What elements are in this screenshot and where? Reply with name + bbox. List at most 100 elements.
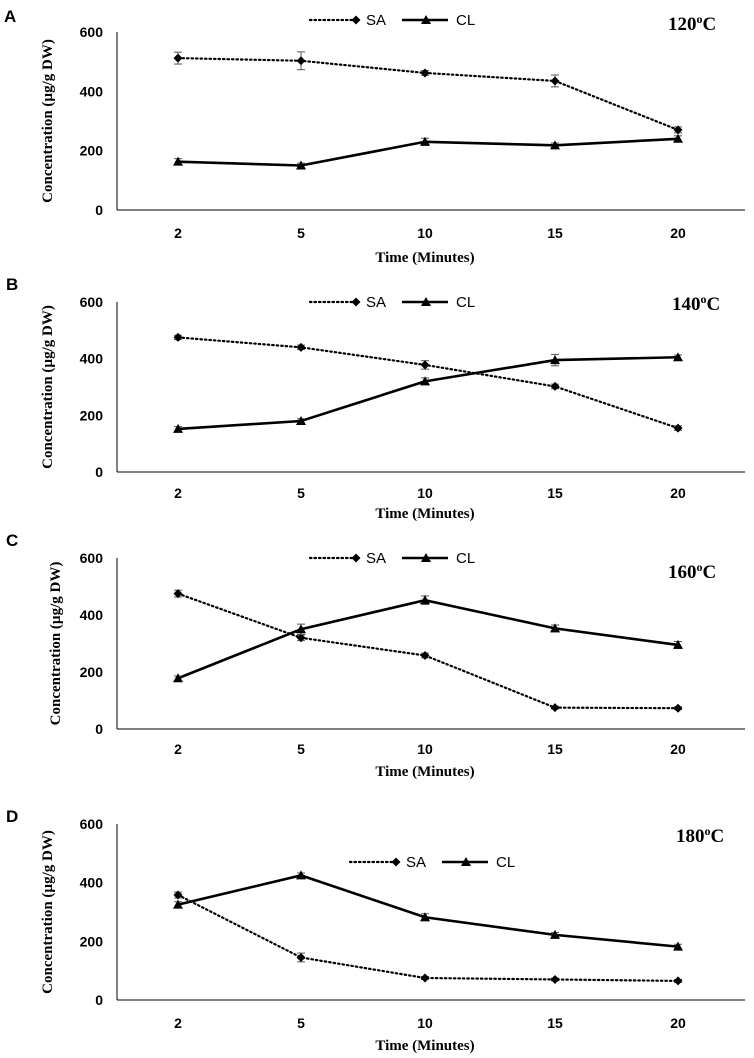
data-point-cl (550, 623, 560, 633)
series-line-sa (176, 592, 680, 710)
x-tick-label: 5 (297, 485, 305, 501)
data-point-cl (296, 870, 306, 880)
x-tick-label: 5 (297, 1015, 305, 1031)
series-cl (173, 595, 683, 683)
y-tick-label: 200 (80, 664, 104, 680)
data-point-sa (420, 650, 430, 660)
data-point-sa (550, 381, 560, 391)
data-point-cl (550, 355, 560, 365)
x-tick-label: 5 (297, 225, 305, 241)
temperature-degree: o (697, 12, 703, 26)
x-tick-label: 2 (174, 485, 182, 501)
y-tick-label: 200 (80, 143, 104, 159)
temperature-value: 120 (668, 14, 697, 35)
data-point-sa (673, 423, 683, 433)
data-point-cl (296, 416, 306, 425)
legend-marker-cl (421, 297, 431, 306)
data-point-cl (420, 136, 430, 146)
x-tick-label: 20 (670, 225, 686, 241)
series-line-cl (177, 598, 679, 680)
series-cl (173, 870, 683, 951)
data-point-sa (673, 976, 683, 986)
series-sa (173, 589, 683, 713)
data-point-cl (673, 352, 683, 362)
series-sa (173, 51, 683, 135)
data-point-cl (173, 156, 183, 166)
y-tick-label: 0 (95, 202, 103, 218)
x-tick-label: 2 (174, 741, 182, 757)
data-point-sa (673, 703, 683, 713)
x-axis-title: Time (Minutes) (375, 764, 474, 780)
x-tick-label: 2 (174, 1015, 182, 1031)
data-point-cl (173, 899, 183, 909)
legend-marker-sa (351, 553, 361, 563)
y-tick-label: 400 (80, 875, 104, 891)
x-tick-label: 15 (547, 1015, 563, 1031)
y-axis-title: Concentration (µg/g DW) (40, 305, 56, 469)
temperature-value: 140 (672, 294, 701, 315)
y-tick-label: 200 (80, 407, 104, 423)
data-point-sa (550, 974, 560, 984)
data-point-sa (420, 68, 430, 78)
data-point-cl (673, 133, 683, 143)
legend-label-cl: CL (456, 550, 475, 567)
x-axis-title: Time (Minutes) (375, 1038, 474, 1054)
legend: SA CL (308, 294, 475, 311)
data-point-cl (420, 595, 430, 605)
legend-marker-cl (421, 15, 431, 24)
legend: SA CL (308, 12, 475, 29)
legend-label-sa: SA (366, 550, 386, 567)
data-point-sa (173, 589, 183, 599)
series-cl (173, 352, 683, 433)
legend-label-cl: CL (496, 854, 515, 871)
temperature-value: 180 (676, 826, 705, 847)
data-point-sa (673, 125, 683, 135)
y-tick-label: 400 (80, 351, 104, 367)
data-point-cl (420, 376, 430, 386)
x-tick-label: 10 (417, 1015, 433, 1031)
y-tick-label: 600 (80, 816, 104, 832)
legend-marker-sa (351, 297, 361, 307)
data-point-sa (296, 56, 306, 66)
data-point-cl (550, 929, 560, 939)
chart-panel-b: B 140oC 0 200 400 600 2 5 10 15 20 Time (Minutes) Co… (6, 275, 745, 522)
y-tick-label: 600 (80, 550, 104, 566)
x-tick-label: 15 (547, 225, 563, 241)
legend-label-sa: SA (406, 854, 426, 871)
data-point-sa (173, 53, 183, 63)
x-tick-label: 20 (670, 1015, 686, 1031)
legend-label-sa: SA (366, 294, 386, 311)
data-point-sa (420, 973, 430, 983)
series-sa (173, 890, 683, 986)
temperature-degree: o (701, 292, 707, 306)
legend: SA CL (308, 550, 475, 567)
data-point-sa (550, 703, 560, 713)
panel-label: C (6, 531, 18, 550)
data-point-cl (420, 912, 430, 922)
data-point-sa (173, 890, 183, 900)
series-sa (173, 332, 683, 433)
data-point-sa (420, 360, 430, 370)
series-line-sa (176, 57, 680, 131)
data-point-cl (550, 140, 560, 150)
data-point-cl (673, 941, 683, 951)
temperature-degree: o (705, 824, 711, 838)
series-cl (173, 133, 683, 170)
y-tick-label: 600 (80, 24, 104, 40)
x-tick-label: 5 (297, 741, 305, 757)
chart-panel-a: A 120oC 0 200 400 600 2 5 10 15 20 Time (Minutes) Co… (4, 7, 745, 266)
legend-label-cl: CL (456, 12, 475, 29)
x-axis-title: Time (Minutes) (375, 250, 474, 266)
y-tick-label: 200 (80, 933, 104, 949)
x-tick-label: 20 (670, 485, 686, 501)
y-axis-title: Concentration (µg/g DW) (40, 830, 56, 994)
legend-marker-cl (421, 553, 431, 562)
data-point-sa (296, 952, 306, 962)
y-axis-title: Concentration (µg/g DW) (48, 562, 64, 726)
data-point-cl (173, 423, 183, 433)
temperature-unit: C (711, 826, 725, 847)
x-tick-label: 20 (670, 741, 686, 757)
x-tick-label: 10 (417, 225, 433, 241)
